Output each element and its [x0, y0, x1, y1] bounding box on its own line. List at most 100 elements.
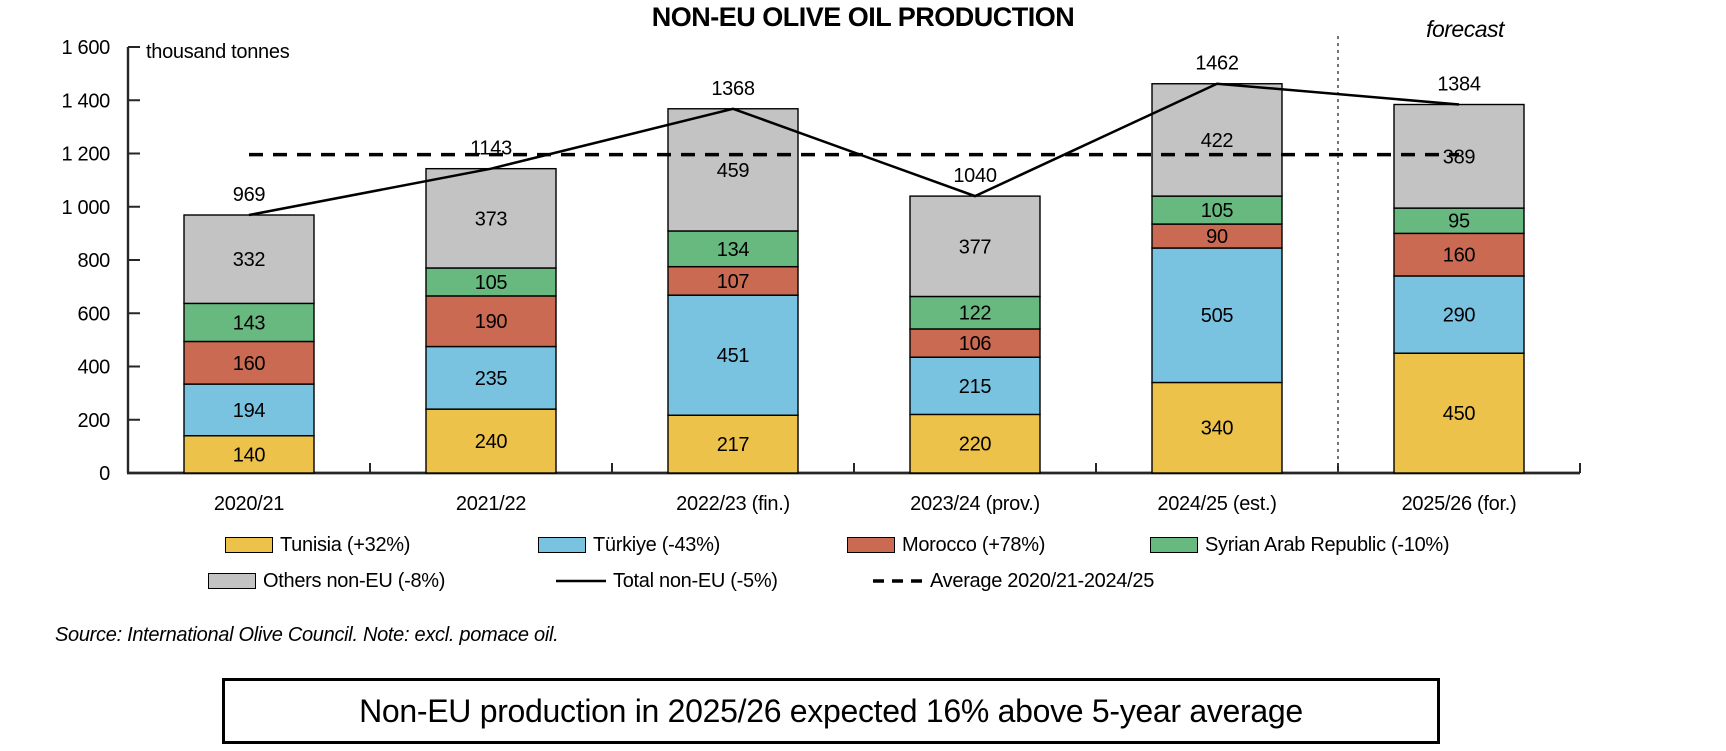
bar-segment — [909, 356, 1041, 416]
y-tick-label: 1 600 — [61, 37, 110, 59]
segment-value-label: 235 — [475, 368, 508, 390]
legend-item: Morocco (+78%) — [847, 533, 1045, 557]
y-axis-unit-label: thousand tonnes — [146, 41, 290, 63]
segment-value-label: 95 — [1448, 211, 1470, 233]
segment-value-label: 389 — [1443, 146, 1476, 168]
total-value-label: 1143 — [470, 138, 512, 160]
bar-segment — [1151, 83, 1283, 197]
bar-segment — [183, 435, 315, 474]
legend-label: Morocco (+78%) — [902, 533, 1046, 556]
bar-segment — [425, 345, 557, 410]
legend-item: Average 2020/21-2024/25 — [873, 569, 1154, 593]
segment-value-label: 122 — [959, 303, 992, 325]
legend-label: Others non-EU (-8%) — [263, 569, 446, 592]
x-category-label: 2024/25 (est.) — [1157, 493, 1276, 515]
segment-value-label: 107 — [717, 271, 750, 293]
legend-item: Türkiye (-43%) — [538, 533, 720, 557]
segment-value-label: 332 — [233, 249, 266, 271]
segment-value-label: 215 — [959, 376, 992, 398]
bar-segment — [183, 214, 315, 305]
bar-segment — [425, 267, 557, 297]
total-value-label: 1384 — [1437, 74, 1480, 96]
y-tick-label: 1 400 — [61, 90, 110, 112]
legend-label: Average 2020/21-2024/25 — [930, 569, 1155, 592]
x-category-label: 2022/23 (fin.) — [676, 493, 790, 515]
legend-swatch-box — [538, 537, 586, 553]
y-tick-label: 600 — [78, 303, 111, 325]
segment-value-label: 105 — [475, 272, 508, 294]
x-category-label: 2021/22 — [456, 493, 526, 515]
legend-label: Syrian Arab Republic (-10%) — [1205, 533, 1450, 556]
total-value-label: 969 — [233, 184, 266, 206]
segment-value-label: 220 — [959, 434, 992, 456]
bar-segment — [183, 302, 315, 343]
segment-value-label: 377 — [959, 236, 992, 258]
total-value-label: 1040 — [953, 165, 996, 187]
legend-item: Total non-EU (-5%) — [556, 569, 778, 593]
segment-value-label: 106 — [959, 333, 992, 355]
x-category-label: 2025/26 (for.) — [1402, 493, 1517, 515]
legend-swatch-box — [1150, 537, 1198, 553]
source-note: Source: International Olive Council. Not… — [55, 624, 559, 646]
segment-value-label: 140 — [233, 444, 266, 466]
bar-segment — [425, 295, 557, 348]
segment-value-label: 451 — [717, 345, 750, 367]
legend-item: Syrian Arab Republic (-10%) — [1150, 533, 1450, 557]
segment-value-label: 160 — [233, 353, 266, 375]
bar-segment — [667, 230, 799, 268]
legend-swatch-box — [225, 537, 273, 553]
segment-value-label: 143 — [233, 312, 266, 334]
segment-value-label: 450 — [1443, 403, 1476, 425]
legend-swatch-box — [847, 537, 895, 553]
x-category-label: 2023/24 (prov.) — [910, 493, 1040, 515]
bar-segment — [909, 295, 1041, 330]
segment-value-label: 105 — [1201, 200, 1234, 222]
segment-value-label: 240 — [475, 431, 508, 453]
bar-segment — [183, 383, 315, 437]
bar-segment — [425, 408, 557, 474]
bar-segment — [909, 195, 1041, 298]
y-tick-label: 800 — [78, 250, 111, 272]
segment-value-label: 505 — [1201, 305, 1234, 327]
x-category-label: 2020/21 — [214, 493, 284, 515]
segment-value-label: 160 — [1443, 245, 1476, 267]
bar-segment — [183, 340, 315, 385]
total-value-label: 1462 — [1195, 53, 1238, 75]
y-tick-label: 200 — [78, 410, 111, 432]
segment-value-label: 194 — [233, 400, 266, 422]
chart-title: NON-EU OLIVE OIL PRODUCTION — [651, 2, 1075, 32]
legend-swatch-dash — [873, 579, 923, 583]
bar-segment — [425, 167, 557, 269]
total-value-label: 1368 — [711, 78, 754, 100]
total-line — [248, 82, 1460, 217]
bar-segment — [1393, 275, 1525, 354]
legend-item: Tunisia (+32%) — [225, 533, 410, 557]
bar-segment — [667, 265, 799, 296]
production-chart: 0 200 400 600 800 1 000 1 200 1 400 1 600 thousan… — [61, 36, 1581, 515]
segment-value-label: 459 — [717, 160, 750, 182]
bar-segment — [1151, 195, 1283, 225]
forecast-label: forecast — [1426, 16, 1504, 42]
bar-segment — [1151, 247, 1283, 384]
legend-item: Others non-EU (-8%) — [208, 569, 445, 593]
segment-value-label: 134 — [717, 239, 750, 261]
segment-value-label: 90 — [1206, 226, 1228, 248]
y-tick-label: 1 200 — [61, 144, 110, 166]
legend-swatch-box — [208, 573, 256, 589]
callout-text: Non-EU production in 2025/26 expected 16… — [359, 692, 1303, 729]
legend-label: Tunisia (+32%) — [280, 533, 411, 556]
y-tick-label: 400 — [78, 357, 111, 379]
segment-value-label: 373 — [475, 208, 508, 230]
segment-value-label: 290 — [1443, 305, 1476, 327]
y-tick-label: 0 — [99, 463, 110, 485]
legend-label: Total non-EU (-5%) — [613, 569, 778, 592]
segment-value-label: 217 — [717, 434, 750, 456]
segment-value-label: 422 — [1201, 130, 1234, 152]
segment-value-label: 340 — [1201, 418, 1234, 440]
callout-box: Non-EU production in 2025/26 expected 16… — [222, 678, 1440, 744]
legend-label: Türkiye (-43%) — [593, 533, 720, 556]
legend-swatch-line — [556, 579, 606, 583]
y-tick-label: 1 000 — [61, 197, 110, 219]
segment-value-label: 190 — [475, 311, 508, 333]
